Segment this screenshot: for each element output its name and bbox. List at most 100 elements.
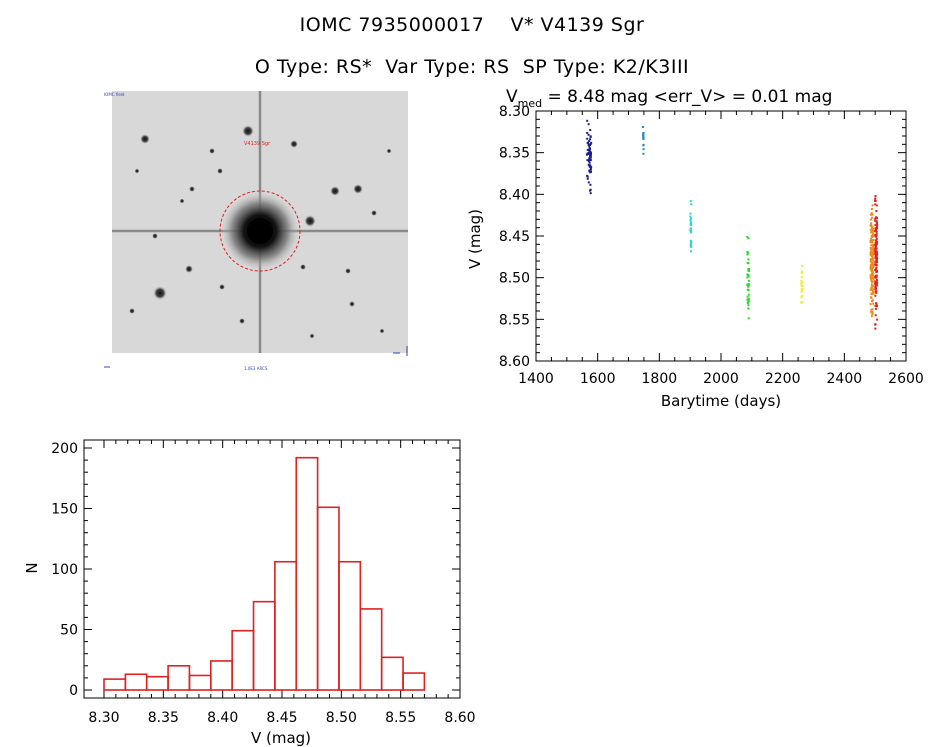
lc-point [874,227,877,230]
lc-point [874,247,877,250]
lc-point [869,260,872,263]
lc-point [869,239,872,242]
target-label: V4139 Sgr [244,141,271,147]
lc-point [746,252,749,255]
lc-point [747,269,750,272]
lc-point [746,253,749,256]
hist-xtick-label: 8.35 [148,710,179,726]
lc-point [747,285,750,288]
lc-point [871,254,874,257]
lc-point [587,153,590,156]
lc-point [874,199,877,202]
lc-point [589,143,592,146]
lc-point [869,259,872,262]
lc-point [870,227,873,230]
lc-point [586,159,589,162]
lc-point [869,276,872,279]
lc-point [871,204,874,207]
lc-point [869,251,872,254]
lc-xtick-label: 1400 [518,371,554,387]
hist-bar [402,672,426,691]
lc-point [874,203,877,206]
lc-point [871,257,874,260]
hist-bar [252,600,276,691]
lc-point [642,143,645,146]
lc-point [875,204,878,207]
lc-point [875,256,878,259]
lc-point [747,307,750,310]
lc-point [747,293,750,296]
lc-point [872,250,875,253]
lc-series-epoch1 [585,119,593,195]
lc-point [874,251,877,254]
lc-point [800,270,803,273]
lc-point [746,295,749,298]
lc-point [747,317,750,320]
lc-point [874,217,877,220]
lc-point [586,137,589,140]
lc-point [746,276,749,279]
lc-point [641,125,644,128]
lc-point [871,213,874,216]
lc-point [588,159,591,162]
lc-point [589,189,592,192]
lc-point [869,237,872,240]
lc-point [870,254,873,257]
lc-point [689,212,692,215]
lc-ytick-label: 8.45 [499,229,530,245]
lc-title-rest: = 8.48 mag <err_V> = 0.01 mag [542,87,832,107]
lc-point [589,183,592,186]
hist-bar [167,665,191,691]
hist-bar [231,629,255,691]
lc-point [870,250,873,253]
lc-point [871,273,874,276]
lc-point [800,276,803,279]
lc-point [876,227,879,230]
lc-point [869,288,872,291]
hist-bar [188,674,212,691]
lc-point [870,310,873,313]
hist-ylabel: N [23,562,41,573]
lc-point [875,291,878,294]
lc-point [874,288,877,291]
lc-point [876,279,879,282]
title-line-1: IOMC 7935000017 V* V4139 Sgr [299,14,645,36]
bright-star-core [247,218,273,244]
lc-point [874,224,877,227]
lc-point [590,141,593,144]
lc-point [871,275,874,278]
lc-point [586,177,589,180]
field-stars [129,125,392,339]
lc-point [689,228,692,231]
lc-point [869,265,872,268]
lc-point [871,216,874,219]
lc-point [876,305,879,308]
lc-xtick-label: 1600 [580,371,616,387]
lc-point [872,249,875,252]
lc-point [800,301,803,304]
lc-point [874,304,877,307]
lc-point [870,279,873,282]
lc-ytick-label: 8.50 [499,271,530,287]
lc-point [876,253,879,256]
lc-point [746,250,749,253]
lc-point [871,300,874,303]
lc-point [870,258,873,261]
lc-point [747,283,750,286]
lc-point [871,261,874,264]
hist-xtick-label: 8.30 [88,710,119,726]
lc-point [874,323,877,326]
lc-point [589,168,592,171]
target-circle [219,190,301,272]
lc-series-epoch4 [746,235,751,320]
lc-point [871,229,874,232]
lc-point [586,174,589,177]
lc-point [586,141,589,144]
lc-point [800,290,803,293]
lc-point [876,224,879,227]
lc-point [689,222,692,225]
lc-point [747,237,750,240]
lc-point [870,212,873,215]
lc-point [871,280,874,283]
hist-ytick-label: 100 [51,562,78,578]
